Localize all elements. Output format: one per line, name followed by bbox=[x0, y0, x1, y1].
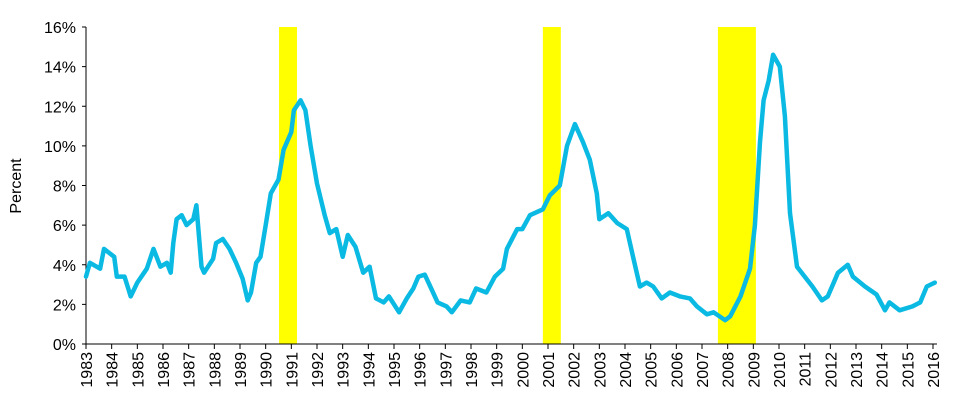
y-tick-label: 10% bbox=[44, 139, 76, 156]
x-tick-label: 1991 bbox=[284, 352, 301, 388]
y-tick-label: 0% bbox=[53, 337, 76, 354]
x-tick-label: 2008 bbox=[721, 352, 738, 388]
y-axis-label: Percent bbox=[8, 158, 25, 214]
x-tick-label: 2003 bbox=[592, 352, 609, 388]
x-tick-label: 1988 bbox=[207, 352, 224, 388]
recession-bar bbox=[279, 27, 297, 344]
x-tick-label: 1990 bbox=[259, 352, 276, 388]
y-tick-label: 16% bbox=[44, 20, 76, 37]
x-tick-label: 1995 bbox=[387, 352, 404, 388]
x-tick-label: 2012 bbox=[823, 352, 840, 388]
y-tick-label: 8% bbox=[53, 179, 76, 196]
x-tick-label: 2013 bbox=[849, 352, 866, 388]
x-tick-label: 1985 bbox=[130, 352, 147, 388]
x-tick-label: 2014 bbox=[875, 352, 892, 388]
x-tick-label: 2006 bbox=[669, 352, 686, 388]
axes bbox=[82, 26, 937, 349]
y-tick-label: 2% bbox=[53, 297, 76, 314]
recession-shading bbox=[279, 27, 756, 344]
recession-bar bbox=[542, 27, 561, 344]
x-tick-label: 1998 bbox=[464, 352, 481, 388]
y-tick-label: 14% bbox=[44, 60, 76, 77]
x-tick-label: 1992 bbox=[310, 352, 327, 388]
x-tick-label: 1986 bbox=[156, 352, 173, 388]
x-tick-label: 2011 bbox=[798, 352, 815, 387]
x-tick-label: 1987 bbox=[182, 352, 199, 388]
x-tick-label: 1989 bbox=[233, 352, 250, 388]
y-tick-label: 6% bbox=[53, 218, 76, 235]
x-tick-label: 2016 bbox=[926, 352, 943, 388]
x-tick-label: 1999 bbox=[490, 352, 507, 388]
x-tick-label: 2007 bbox=[695, 352, 712, 388]
x-tick-label: 1984 bbox=[105, 352, 122, 388]
x-tick-label: 1996 bbox=[413, 352, 430, 388]
x-tick-label: 2005 bbox=[644, 352, 661, 388]
y-tick-label: 4% bbox=[53, 258, 76, 275]
x-tick-label: 2004 bbox=[618, 352, 635, 388]
x-tick-label: 2000 bbox=[515, 352, 532, 388]
x-tick-label: 1997 bbox=[438, 352, 455, 388]
y-tick-labels: 0% 2% 4% 6% 8% 10% 12% 14% 16% bbox=[44, 20, 76, 354]
x-tick-label: 2010 bbox=[772, 352, 789, 388]
x-tick-label: 1983 bbox=[79, 352, 96, 388]
x-tick-label: 1994 bbox=[361, 352, 378, 388]
x-tick-label: 1993 bbox=[336, 352, 353, 388]
x-tick-label: 2015 bbox=[900, 352, 917, 388]
x-tick-labels: 1983 1984 1985 1986 1987 1988 1989 1990 1991 1992… bbox=[79, 352, 943, 388]
y-tick-label: 12% bbox=[44, 99, 76, 116]
recession-bar bbox=[717, 27, 756, 344]
x-tick-label: 2001 bbox=[541, 352, 558, 388]
x-tick-label: 2002 bbox=[567, 352, 584, 388]
x-tick-label: 2009 bbox=[746, 352, 763, 388]
series-line bbox=[83, 52, 938, 323]
